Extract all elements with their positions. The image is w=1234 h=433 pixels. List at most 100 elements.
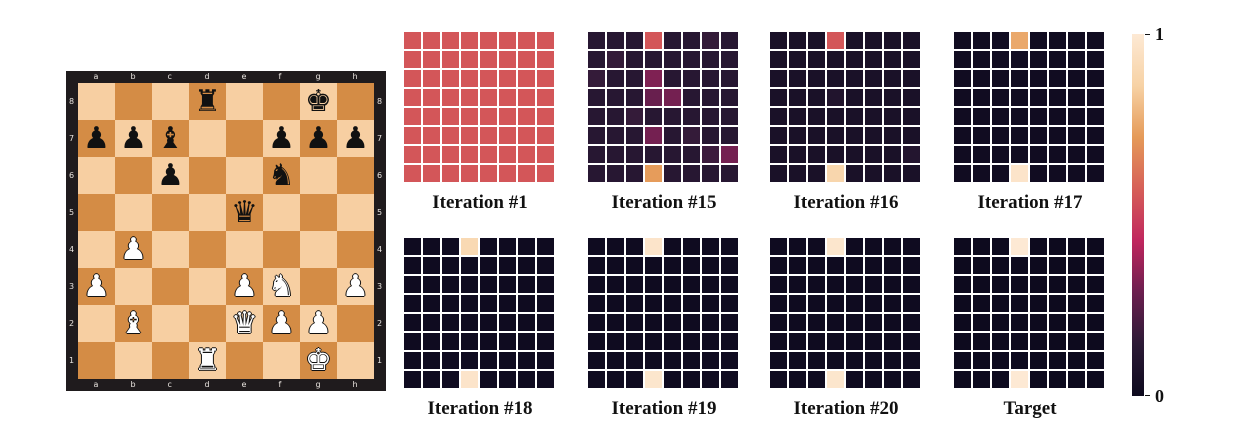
heatmap-cell — [903, 295, 920, 312]
heatmap-cell — [518, 257, 535, 274]
heatmap-cell — [789, 32, 806, 49]
heatmap-cell — [645, 108, 662, 125]
heatmap-cell — [808, 352, 825, 369]
heatmap-cell — [1068, 32, 1085, 49]
heatmap-cell — [865, 238, 882, 255]
heatmap-cell — [645, 371, 662, 388]
board-file-label: h — [352, 72, 358, 81]
heatmap-cell — [588, 70, 605, 87]
heatmap-cell — [865, 257, 882, 274]
black-rook-icon: ♜ — [194, 84, 221, 119]
board-square-b7 — [115, 120, 152, 157]
heatmap-cell — [664, 127, 681, 144]
heatmap-cell — [480, 146, 497, 163]
heatmap-cell — [461, 276, 478, 293]
heatmap-cell — [884, 70, 901, 87]
heatmap-cell — [808, 276, 825, 293]
heatmap-cell — [1011, 238, 1028, 255]
board-rank-label: 1 — [377, 355, 383, 365]
heatmap-cell — [827, 314, 844, 331]
heatmap-cell — [808, 32, 825, 49]
heatmap-cell — [518, 314, 535, 331]
heatmap-cell — [1087, 371, 1104, 388]
board-square-a6 — [78, 157, 115, 194]
heatmap-cell — [721, 108, 738, 125]
board-square-h8 — [337, 83, 374, 120]
heatmap-cell — [884, 333, 901, 350]
heatmap-cell — [607, 257, 624, 274]
heatmap-cell — [827, 295, 844, 312]
heatmap-cell — [480, 257, 497, 274]
heatmap-cell — [480, 32, 497, 49]
heatmap-cell — [645, 127, 662, 144]
heatmap-cell — [442, 257, 459, 274]
heatmap-cell — [645, 295, 662, 312]
heatmap-cell — [423, 165, 440, 182]
heatmap-cell — [588, 257, 605, 274]
heatmap-cell — [903, 108, 920, 125]
board-square-g4 — [300, 231, 337, 268]
board-square-f3 — [263, 268, 300, 305]
heatmap-cell — [461, 333, 478, 350]
heatmap-cell — [1087, 127, 1104, 144]
heatmap-cell — [702, 32, 719, 49]
heatmap-cell — [1011, 314, 1028, 331]
heatmap-cell — [973, 257, 990, 274]
heatmap-cell — [903, 165, 920, 182]
heatmap-cell — [721, 314, 738, 331]
heatmap-cell — [480, 314, 497, 331]
heatmap-cell — [1030, 127, 1047, 144]
heatmap-cell — [1068, 51, 1085, 68]
heatmap-cell — [683, 127, 700, 144]
heatmap-cell — [789, 314, 806, 331]
heatmap-cell — [865, 276, 882, 293]
board-file-label: c — [167, 380, 172, 389]
heatmap-cell — [664, 314, 681, 331]
heatmap-cell — [903, 333, 920, 350]
heatmap-cell — [827, 70, 844, 87]
heatmap-cell — [884, 276, 901, 293]
heatmap-cell — [1049, 51, 1066, 68]
black-pawn-icon: ♟ — [120, 121, 147, 156]
board-square-a3 — [78, 268, 115, 305]
heatmap-cell — [865, 371, 882, 388]
heatmap-cell — [702, 70, 719, 87]
heatmap-cell — [480, 70, 497, 87]
heatmap-cell — [664, 89, 681, 106]
heatmap-cell — [588, 89, 605, 106]
heatmap-cell — [1011, 127, 1028, 144]
heatmap-cell — [846, 32, 863, 49]
board-square-c6 — [152, 157, 189, 194]
heatmap-cell — [607, 238, 624, 255]
heatmap-cell — [588, 51, 605, 68]
heatmap-cell — [1011, 70, 1028, 87]
heatmap-cell — [645, 89, 662, 106]
heatmap-cell — [973, 146, 990, 163]
heatmap-cell — [683, 257, 700, 274]
heatmap-cell — [607, 352, 624, 369]
heatmap-cell — [442, 89, 459, 106]
heatmap-cell — [865, 314, 882, 331]
heatmap-cell — [607, 32, 624, 49]
board-square-b6 — [115, 157, 152, 194]
heatmap-cell — [461, 127, 478, 144]
heatmap-cell — [537, 108, 554, 125]
heatmap-cell — [789, 146, 806, 163]
heatmap-cell — [1030, 314, 1047, 331]
colorbar-min-label: 0 — [1155, 386, 1164, 406]
heatmap-cell — [827, 333, 844, 350]
heatmap-cell — [721, 295, 738, 312]
board-file-label: a — [93, 72, 99, 81]
heatmap-cell — [404, 70, 421, 87]
heatmap-cell — [973, 89, 990, 106]
heatmap-cell — [992, 146, 1009, 163]
board-square-e6 — [226, 157, 263, 194]
heatmap-cell — [404, 89, 421, 106]
heatmap-cell — [518, 146, 535, 163]
heatmap-cell — [846, 314, 863, 331]
heatmap-cell — [423, 89, 440, 106]
heatmap-cell — [1087, 51, 1104, 68]
heatmap-cell — [626, 165, 643, 182]
heatmap-cell — [1049, 295, 1066, 312]
heatmap-cell — [1030, 32, 1047, 49]
